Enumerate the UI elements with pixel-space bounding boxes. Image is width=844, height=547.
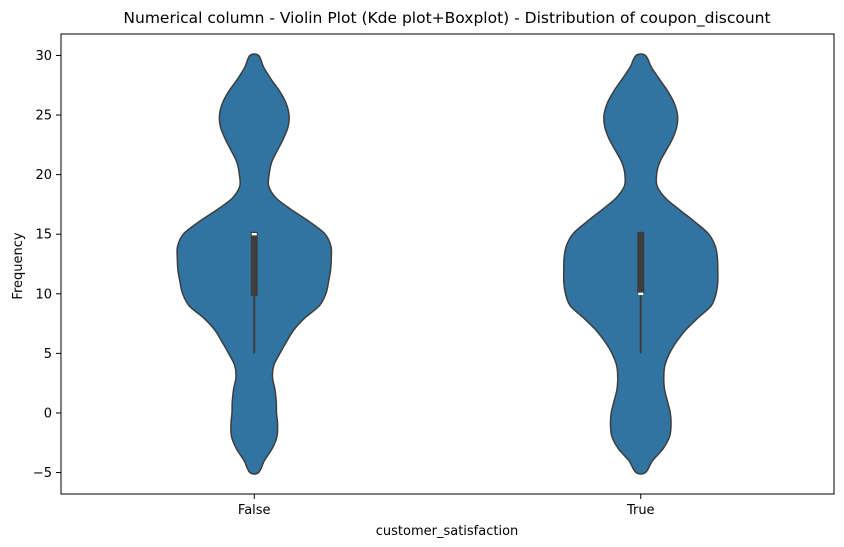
y-tick-label: 10 — [35, 287, 52, 302]
y-tick-label: 30 — [35, 49, 52, 64]
y-axis-label: Frequency — [11, 232, 26, 299]
median-marker-true — [638, 292, 644, 295]
y-tick-label: −5 — [33, 466, 52, 481]
chart-title: Numerical column - Violin Plot (Kde plot… — [123, 9, 770, 28]
y-tick-label: 20 — [35, 168, 52, 183]
median-marker-false — [251, 233, 257, 236]
plot-area — [176, 53, 719, 475]
y-tick-label: 5 — [44, 347, 52, 362]
y-tick-label: 15 — [35, 228, 52, 243]
y-tick-label: 0 — [44, 406, 52, 421]
x-tick-label: False — [238, 503, 271, 518]
axes: −5 0 5 10 15 20 25 30 False True — [33, 33, 835, 518]
x-axis-label: customer_satisfaction — [376, 524, 519, 539]
iqr-box-true — [637, 231, 645, 294]
plot-frame — [60, 33, 835, 495]
x-tick-label: True — [626, 503, 655, 518]
iqr-box-false — [250, 231, 258, 297]
y-tick-label: 25 — [35, 109, 52, 124]
